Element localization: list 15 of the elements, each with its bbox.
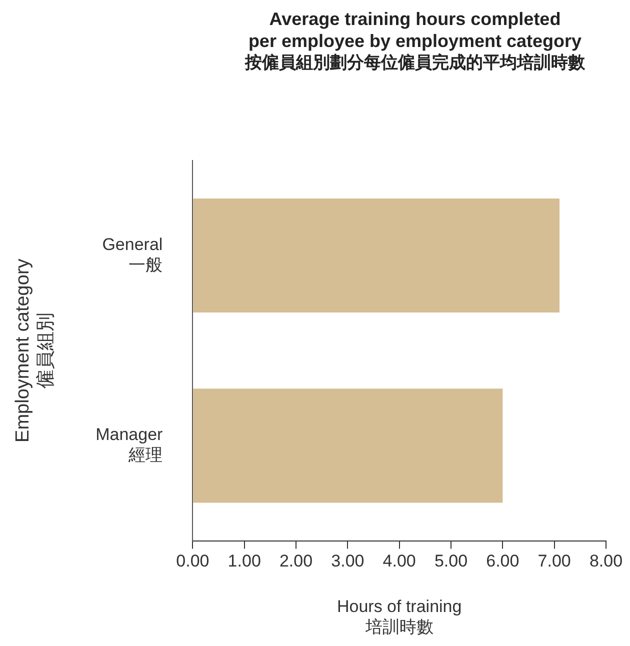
x-tick-label: 7.00 [538,552,571,571]
y-axis-title: Employment category 僱員組別 [12,258,56,442]
x-tick-label: 8.00 [589,552,623,571]
x-tick-label: 5.00 [434,552,468,571]
x-tick-label: 3.00 [331,552,364,571]
chart-title: Average training hours completed per employee by employment category [247,8,583,52]
x-tick-label: 0.00 [176,552,210,571]
x-tick-label: 2.00 [279,552,313,571]
x-tick-label: 6.00 [486,552,520,571]
y-tick-label: Manager 經理 [96,425,164,465]
chart-subtitle: 按僱員組別劃分每位僱員完成的平均培訓時數 [244,52,586,74]
y-tick-label: General 一般 [102,234,163,274]
x-tick-label: 1.00 [228,552,261,571]
x-axis-title: Hours of training 培訓時數 [336,597,462,636]
x-tick-label: 4.00 [382,552,416,571]
